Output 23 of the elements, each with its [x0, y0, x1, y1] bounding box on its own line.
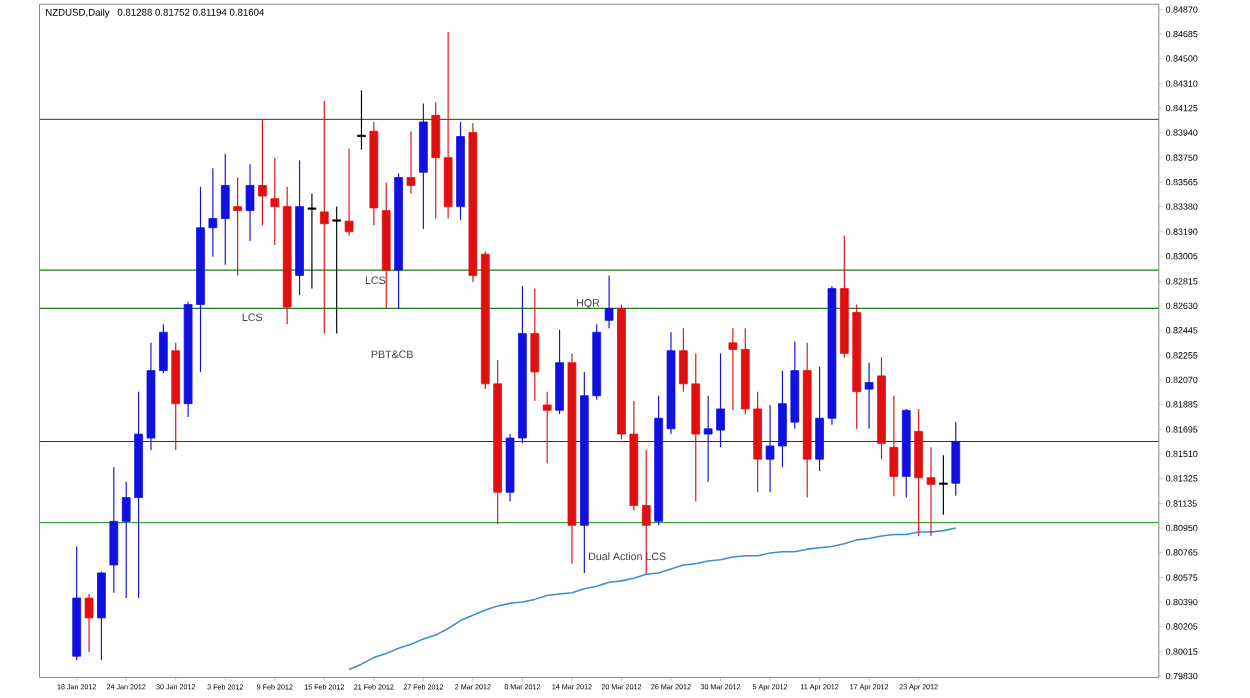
candlestick — [889, 395, 899, 498]
candlestick — [109, 466, 119, 594]
candlestick — [307, 193, 317, 290]
candlestick — [555, 329, 564, 416]
candlestick — [530, 288, 540, 402]
candlestick — [357, 90, 366, 151]
candlestick — [270, 157, 280, 246]
candlestick — [233, 177, 242, 277]
candlestick — [542, 391, 552, 465]
candlestick — [344, 148, 354, 237]
candlestick — [332, 206, 342, 335]
candlestick — [864, 362, 874, 430]
candlestick — [604, 275, 614, 330]
candlestick — [97, 571, 106, 662]
candlestick — [431, 101, 441, 220]
candlestick — [406, 131, 416, 195]
candlestick — [951, 421, 961, 497]
candlestick — [939, 455, 948, 516]
candlestick — [319, 100, 329, 335]
candlestick — [258, 119, 267, 227]
candlestick — [84, 593, 94, 654]
candlestick — [220, 153, 230, 266]
candlestick — [245, 164, 255, 242]
